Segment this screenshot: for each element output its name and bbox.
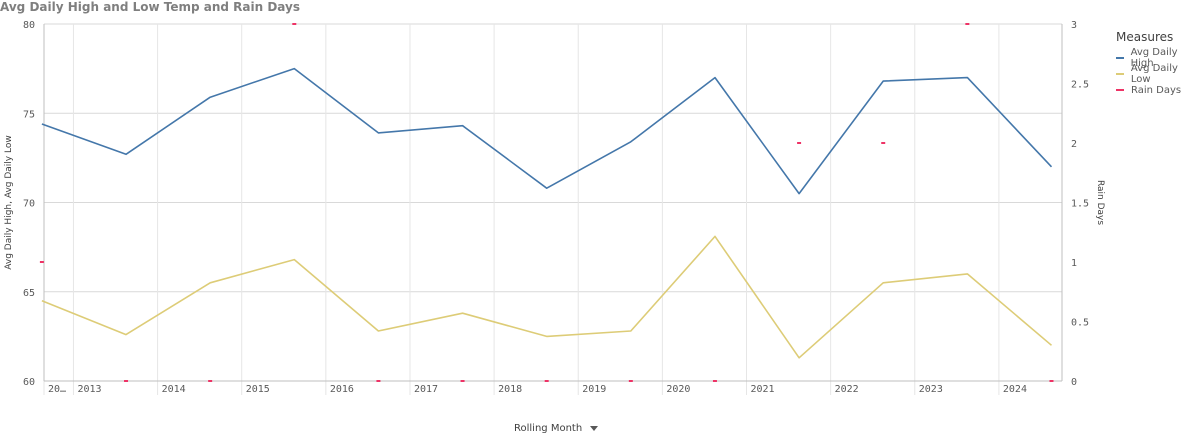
legend-label-rain-days: Rain Days xyxy=(1131,84,1182,96)
x-tick-label: 2016 xyxy=(330,384,354,395)
y2-tick-label: 0 xyxy=(1071,377,1077,388)
caret-down-icon xyxy=(590,426,599,431)
y-tick-label: 75 xyxy=(23,109,35,120)
x-axis-title: Rolling Month xyxy=(514,423,583,434)
y-tick-label: 70 xyxy=(23,199,35,210)
chart-title: Avg Daily High and Low Temp and Rain Day… xyxy=(0,0,300,14)
x-tick-label: 2021 xyxy=(751,384,775,395)
y2-tick-label: 3 xyxy=(1071,20,1077,31)
legend-swatch-rain-days xyxy=(1116,89,1124,91)
legend: Measures Avg Daily High Avg Daily Low Ra… xyxy=(1116,30,1200,98)
y-axis-title: Avg Daily High, Avg Daily Low xyxy=(4,135,14,269)
legend-item-avg-daily-high[interactable]: Avg Daily High xyxy=(1116,47,1200,69)
x-tick-label: 2020 xyxy=(666,384,690,395)
y2-tick-label: 2.5 xyxy=(1071,80,1089,91)
y2-tick-label: 1.5 xyxy=(1071,199,1089,210)
x-tick-label: 2014 xyxy=(162,384,186,395)
x-tick-label: 2022 xyxy=(835,384,859,395)
y-tick-label: 65 xyxy=(23,288,35,299)
legend-swatch-avg-daily-low xyxy=(1116,73,1124,75)
x-tick-label: 2017 xyxy=(414,384,438,395)
x-tick-label: 2024 xyxy=(1003,384,1027,395)
y-tick-label: 80 xyxy=(23,20,35,31)
x-tick-label: 2023 xyxy=(919,384,943,395)
y2-tick-label: 0.5 xyxy=(1071,318,1089,329)
x-tick-label: 2015 xyxy=(246,384,270,395)
legend-swatch-avg-daily-high xyxy=(1116,57,1124,59)
legend-item-rain-days[interactable]: Rain Days xyxy=(1116,82,1200,98)
y2-tick-label: 1 xyxy=(1071,258,1077,269)
series-line-avg-daily-low xyxy=(41,235,1053,359)
x-tick-label: 2018 xyxy=(498,384,522,395)
x-tick-label: 2013 xyxy=(77,384,101,395)
x-tick-label: 20… xyxy=(48,384,66,395)
x-dimension-selector[interactable]: Rolling Month xyxy=(514,423,599,434)
legend-title: Measures xyxy=(1116,30,1174,44)
x-tick-label: 2019 xyxy=(582,384,606,395)
legend-item-avg-daily-low[interactable]: Avg Daily Low xyxy=(1116,63,1200,85)
legend-label-avg-daily-low: Avg Daily Low xyxy=(1130,63,1178,85)
series-line-avg-daily-high xyxy=(41,67,1053,195)
legend-label-avg-daily-high: Avg Daily High xyxy=(1130,47,1178,69)
y-tick-label: 60 xyxy=(23,377,35,388)
y2-tick-label: 2 xyxy=(1071,139,1077,150)
y2-axis-title: Rain Days xyxy=(1095,180,1105,225)
